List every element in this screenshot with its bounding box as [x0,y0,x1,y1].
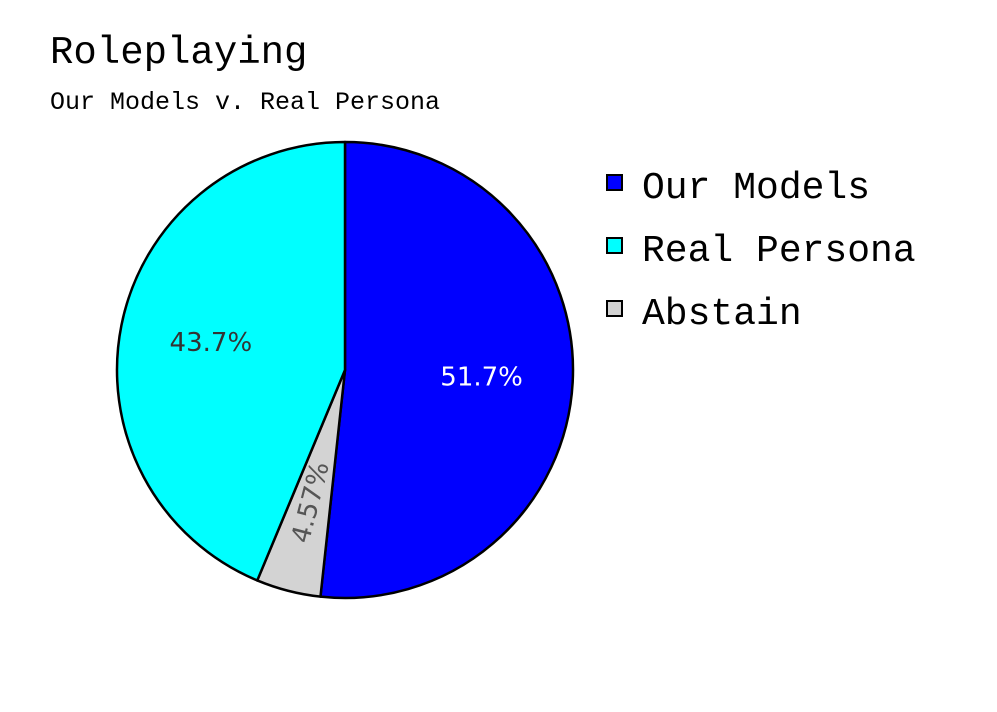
pie-slice-label: 51.7% [440,362,523,392]
legend-swatch [606,237,623,254]
legend-swatch [606,300,623,317]
pie-slice-our-models [319,140,575,600]
chart-legend: Our Models Real Persona Abstain [606,167,916,336]
legend-label: Abstain [642,293,802,336]
pie-slice-real-persona [115,140,347,582]
legend-label: Real Persona [642,230,916,273]
legend-label: Our Models [642,167,870,210]
chart-subtitle: Our Models v. Real Persona [50,88,441,117]
pie-slice-label: 43.7% [170,328,253,358]
pie-slices [115,140,575,600]
chart-title: Roleplaying [50,31,308,75]
legend-swatch [606,174,623,191]
pie-slice-labels: 51.7%4.57%43.7% [170,328,523,546]
